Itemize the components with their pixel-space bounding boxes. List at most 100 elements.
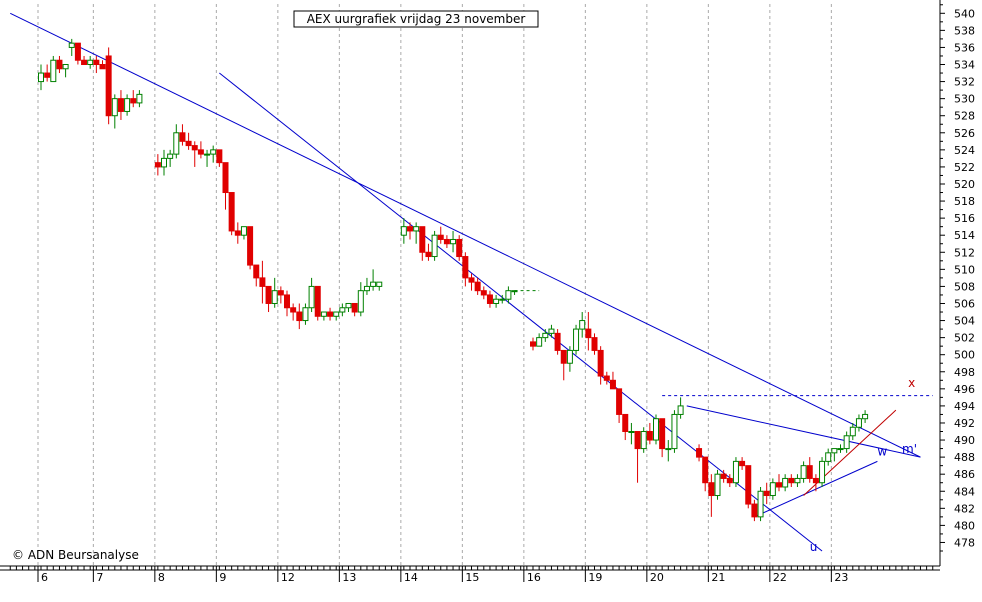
candle-body: [99, 64, 106, 70]
candle-body: [849, 426, 856, 437]
candle: [302, 303, 309, 325]
candle: [167, 149, 174, 167]
y-tick-label: 538: [954, 24, 975, 37]
candle-body: [653, 418, 659, 441]
candle-body: [702, 456, 709, 484]
candle-body: [419, 226, 426, 253]
candle-body: [486, 294, 493, 304]
candle-body: [425, 251, 432, 258]
candle-body: [173, 132, 180, 155]
candle: [191, 141, 198, 167]
candle: [554, 329, 561, 355]
candle: [800, 461, 807, 483]
candle-body: [265, 285, 272, 304]
trendline-lower-channel: [219, 72, 823, 552]
candle: [117, 90, 124, 120]
candle-body: [696, 448, 703, 458]
candle-body: [634, 431, 641, 450]
candle: [806, 457, 813, 483]
candle-body: [542, 332, 549, 339]
candle: [542, 329, 549, 342]
candle-body: [327, 311, 334, 317]
candle-body: [739, 460, 746, 467]
candle: [794, 474, 801, 487]
candle-body: [819, 460, 826, 484]
candle: [708, 474, 715, 517]
y-tick-label: 520: [954, 178, 975, 191]
candle: [130, 90, 137, 108]
candle: [81, 55, 88, 66]
axis-layer: 6 7 8 9 12 13 14 15 16 19 20 21 22 23 478 480 482 484 486 4…: [0, 0, 975, 584]
candle: [271, 277, 278, 308]
copyright-label: © ADN Beursanalyse: [12, 548, 139, 562]
candle: [68, 38, 75, 56]
candle: [671, 410, 678, 453]
candle-body: [38, 72, 44, 83]
candle-body: [776, 482, 782, 488]
candle-body: [161, 157, 167, 168]
candle-body: [511, 290, 518, 293]
candle: [161, 149, 167, 176]
candle: [437, 226, 444, 244]
y-tick-label: 482: [954, 502, 975, 515]
y-tick-label: 532: [954, 76, 975, 89]
candle: [646, 422, 653, 445]
candle: [609, 371, 616, 390]
candle-body: [560, 349, 567, 364]
candle: [204, 149, 211, 167]
candle-body: [616, 388, 623, 415]
candle-body: [136, 93, 143, 104]
candle-body: [370, 281, 377, 287]
y-tick-label: 496: [954, 383, 975, 396]
candle: [357, 282, 364, 317]
candle-body: [314, 285, 321, 317]
candle-body: [837, 448, 844, 451]
candle-layer: [38, 38, 869, 522]
y-tick-label: 478: [954, 536, 975, 549]
candle: [616, 388, 623, 423]
chart-title: AEX uurgrafiek vrijdag 23 november: [307, 12, 526, 26]
candle-body: [185, 140, 192, 147]
candle: [843, 431, 850, 453]
candle: [74, 42, 81, 65]
candle: [443, 235, 450, 249]
candle: [363, 277, 370, 295]
candle-body: [339, 307, 346, 313]
y-tick-label: 498: [954, 366, 975, 379]
x-tick-label: 7: [96, 571, 103, 584]
x-tick-label: 15: [465, 571, 479, 584]
candle-body: [204, 153, 211, 156]
y-tick-label: 514: [954, 229, 975, 242]
x-tick-label: 22: [773, 571, 787, 584]
candle: [253, 264, 260, 287]
candle-body: [308, 285, 315, 309]
candle: [486, 290, 493, 308]
candle: [591, 333, 598, 355]
candle-body: [154, 162, 161, 168]
candle: [831, 448, 838, 462]
candle-body: [111, 98, 118, 117]
candle: [634, 431, 641, 483]
y-tick-label: 516: [954, 212, 975, 225]
candle: [154, 154, 161, 176]
candle: [370, 269, 377, 291]
candle-body: [788, 477, 795, 484]
y-tick-label: 512: [954, 246, 975, 259]
candle: [566, 346, 573, 372]
candle-body: [320, 311, 327, 317]
candle-body: [290, 307, 297, 313]
candle: [222, 162, 229, 210]
y-tick-label: 528: [954, 110, 975, 123]
candle-body: [659, 418, 666, 450]
trendline-red-rising: [803, 409, 897, 496]
candle-body: [437, 234, 444, 240]
y-tick-label: 506: [954, 297, 975, 310]
annotation-layer: x m' w u: [810, 376, 917, 554]
candle-body: [351, 302, 358, 313]
candle-body: [228, 192, 235, 232]
candle-body: [554, 332, 561, 351]
candle: [585, 312, 592, 351]
candle-body: [462, 256, 469, 279]
candle: [265, 285, 272, 313]
